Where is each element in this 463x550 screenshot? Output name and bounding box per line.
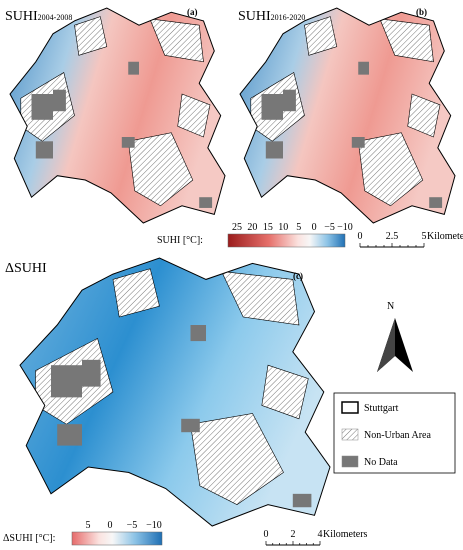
map <box>10 8 225 223</box>
non-urban-area <box>127 132 194 207</box>
north-label: N <box>387 301 394 312</box>
no-data <box>51 365 82 398</box>
non-urban-area <box>261 364 309 420</box>
colorbar-tick-label: −5 <box>127 520 138 531</box>
scale-label: 5 <box>422 231 427 242</box>
non-urban-area <box>304 16 338 56</box>
no-data <box>181 418 200 433</box>
non-urban-area <box>379 18 434 63</box>
no-data <box>31 94 53 120</box>
no-data <box>283 89 296 112</box>
legend-swatch <box>341 428 359 441</box>
non-urban-area <box>190 413 284 505</box>
colorbar-tick-label: 25 <box>232 222 242 233</box>
city-boundary <box>239 7 456 224</box>
scale-label: 4 <box>318 529 323 540</box>
colorbar-label: SUHI [°C]: <box>157 235 203 246</box>
colorbar-tick-label: −10 <box>337 222 353 233</box>
map <box>20 258 330 526</box>
panel-title: ΔSUHI <box>5 261 47 276</box>
colorbar <box>71 531 163 546</box>
colorbar-tick-label: 10 <box>278 222 288 233</box>
no-data <box>190 325 206 342</box>
colorbar-label: ΔSUHI [°C]: <box>3 533 55 544</box>
legend-label: Stuttgart <box>364 403 399 414</box>
colorbar-tick-label: 5 <box>296 222 301 233</box>
legend-label: Non-Urban Area <box>364 430 431 441</box>
colorbar-tick-label: 0 <box>108 520 113 531</box>
no-data <box>128 61 139 75</box>
scale-label: 2.5 <box>386 231 399 242</box>
no-data <box>53 89 66 112</box>
scale-unit: Kilometers <box>323 529 368 540</box>
colorbar-tick-label: 5 <box>86 520 91 531</box>
non-urban-area <box>220 271 300 326</box>
no-data <box>351 137 365 148</box>
city-boundary <box>19 257 331 527</box>
no-data <box>57 424 82 446</box>
legend-swatch <box>341 455 359 468</box>
legend-swatch <box>341 401 359 414</box>
non-urban-area <box>112 268 160 318</box>
panel-label: (b) <box>416 7 427 17</box>
no-data <box>261 94 283 120</box>
no-data <box>199 197 213 208</box>
panel-title: SUHI2016-2020 <box>238 9 305 24</box>
non-urban-area <box>74 16 108 56</box>
non-urban-area <box>177 93 211 138</box>
non-urban-area <box>357 132 424 207</box>
colorbar-tick-label: −5 <box>324 222 335 233</box>
no-data <box>265 141 283 159</box>
panel-title: SUHI2004-2008 <box>5 9 72 24</box>
colorbar-tick-label: 15 <box>263 222 273 233</box>
colorbar <box>227 233 346 248</box>
scale-label: 0 <box>264 529 269 540</box>
no-data <box>429 197 443 208</box>
city-boundary <box>9 7 226 224</box>
non-urban-area <box>149 18 204 63</box>
no-data <box>358 61 369 75</box>
panel-label: (c) <box>293 271 303 281</box>
colorbar-tick-label: −10 <box>146 520 162 531</box>
panel-label: (a) <box>187 7 198 17</box>
colorbar-tick-label: 20 <box>247 222 257 233</box>
no-data <box>121 137 135 148</box>
map <box>240 8 455 223</box>
scale-label: 0 <box>358 231 363 242</box>
north-arrow-shade <box>377 318 395 372</box>
non-urban-area <box>407 93 441 138</box>
legend-label: No Data <box>364 457 398 468</box>
scale-label: 2 <box>291 529 296 540</box>
scale-unit: Kilometers <box>427 231 463 242</box>
no-data <box>35 141 53 159</box>
no-data <box>82 359 101 387</box>
colorbar-tick-label: 0 <box>312 222 317 233</box>
no-data <box>292 493 312 508</box>
